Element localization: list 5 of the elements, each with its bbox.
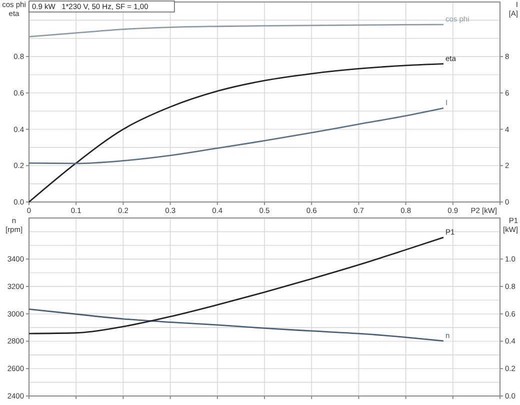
line-series (28, 24, 444, 38)
line-series (28, 236, 444, 334)
line-series (28, 63, 444, 203)
line-series (28, 107, 444, 164)
line-series (28, 308, 444, 342)
